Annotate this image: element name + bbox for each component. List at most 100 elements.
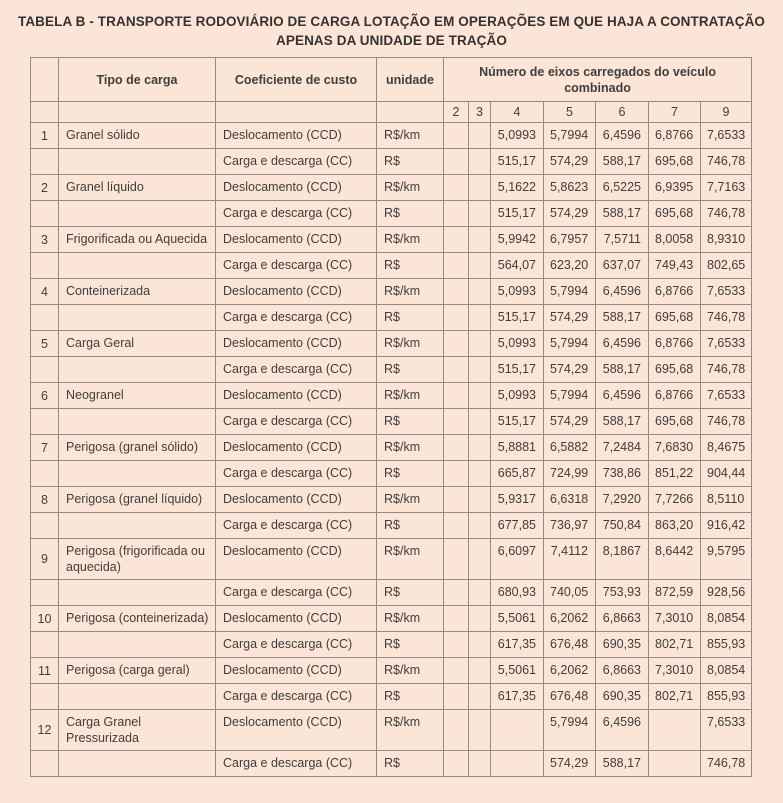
unit-cell: R$/km [376, 330, 444, 357]
cost-coefficient-cell: Deslocamento (CCD) [215, 278, 377, 305]
header-row-number-cell [30, 57, 59, 102]
value-cell: 574,29 [543, 304, 596, 331]
value-cell: 6,8766 [648, 278, 701, 305]
value-cell: 574,29 [543, 200, 596, 227]
unit-cell: R$ [376, 408, 444, 435]
cargo-type-cell: Perigosa (conteinerizada) [58, 605, 216, 632]
value-cell: 5,7994 [543, 382, 596, 409]
value-cell: 564,07 [490, 252, 544, 279]
row-number-cell: 4 [30, 278, 59, 305]
row-number-cell [30, 683, 59, 710]
table-row: Carga e descarga (CC) R$ 665,87 724,99 738,8… [30, 460, 753, 487]
value-cell: 724,99 [543, 460, 596, 487]
cost-coefficient-cell: Deslocamento (CCD) [215, 709, 377, 751]
value-cell [443, 356, 469, 383]
table-row: 8 Perigosa (granel líquido) Deslocamento (… [30, 486, 753, 513]
cargo-type-cell [58, 579, 216, 606]
value-cell: 515,17 [490, 408, 544, 435]
value-cell [443, 605, 469, 632]
value-cell: 7,5711 [595, 226, 649, 253]
axle-column-label: 6 [595, 101, 649, 123]
row-number-cell: 2 [30, 174, 59, 201]
value-cell: 7,7163 [699, 174, 753, 201]
unit-cell: R$ [376, 304, 444, 331]
value-cell: 928,56 [699, 579, 753, 606]
table-row: Carga e descarga (CC) R$ 515,17 574,29 588,1… [30, 408, 753, 435]
value-cell: 863,20 [648, 512, 701, 539]
value-cell: 855,93 [699, 631, 753, 658]
value-cell [468, 434, 491, 461]
cost-coefficient-cell: Deslocamento (CCD) [215, 122, 377, 149]
value-cell: 7,2484 [595, 434, 649, 461]
table-row: Carga e descarga (CC) R$ 515,17 574,29 588,1… [30, 356, 753, 383]
value-cell: 6,8766 [648, 382, 701, 409]
unit-cell: R$/km [376, 486, 444, 513]
value-cell: 5,9942 [490, 226, 544, 253]
cargo-type-cell: Conteinerizada [58, 278, 216, 305]
cost-coefficient-cell: Deslocamento (CCD) [215, 382, 377, 409]
table-body: 1 Granel sólido Deslocamento (CCD) R$/km 5,0… [30, 122, 753, 777]
table-row: 2 Granel líquido Deslocamento (CCD) R$/km 5,… [30, 174, 753, 201]
cost-coefficient-cell: Carga e descarga (CC) [215, 304, 377, 331]
value-cell [443, 683, 469, 710]
value-cell [468, 579, 491, 606]
value-cell: 6,8766 [648, 330, 701, 357]
unit-cell: R$/km [376, 122, 444, 149]
axle-column-label: 9 [699, 101, 753, 123]
value-cell [490, 750, 544, 777]
value-cell [468, 408, 491, 435]
value-cell: 872,59 [648, 579, 701, 606]
axle-column-label: 7 [648, 101, 701, 123]
value-cell [490, 709, 544, 751]
value-cell: 8,5110 [699, 486, 753, 513]
page-title-line2: APENAS DA UNIDADE DE TRAÇÃO [276, 33, 507, 48]
row-number-cell: 6 [30, 382, 59, 409]
table-row: 7 Perigosa (granel sólido) Deslocamento (C… [30, 434, 753, 461]
axle-header-spacer [215, 101, 377, 123]
table-row: Carga e descarga (CC) R$ 515,17 574,29 588,1… [30, 304, 753, 331]
value-cell: 740,05 [543, 579, 596, 606]
cost-coefficient-cell: Deslocamento (CCD) [215, 434, 377, 461]
value-cell: 6,6097 [490, 538, 544, 580]
value-cell [443, 226, 469, 253]
axle-header-spacer [30, 101, 59, 123]
value-cell [468, 200, 491, 227]
value-cell: 617,35 [490, 631, 544, 658]
value-cell: 746,78 [699, 408, 753, 435]
value-cell: 6,4596 [595, 122, 649, 149]
cost-coefficient-cell: Deslocamento (CCD) [215, 538, 377, 580]
value-cell [443, 750, 469, 777]
value-cell: 851,22 [648, 460, 701, 487]
value-cell [468, 631, 491, 658]
cost-coefficient-cell: Carga e descarga (CC) [215, 148, 377, 175]
table-row: Carga e descarga (CC) R$ 617,35 676,48 690,3… [30, 683, 753, 710]
cargo-type-cell [58, 304, 216, 331]
value-cell: 588,17 [595, 750, 649, 777]
axle-column-label: 2 [443, 101, 469, 123]
value-cell: 690,35 [595, 631, 649, 658]
table-row: Carga e descarga (CC) R$ 680,93 740,05 753,9… [30, 579, 753, 606]
row-number-cell [30, 631, 59, 658]
value-cell [468, 122, 491, 149]
value-cell [468, 750, 491, 777]
unit-cell: R$/km [376, 434, 444, 461]
value-cell: 515,17 [490, 356, 544, 383]
cargo-type-cell [58, 683, 216, 710]
value-cell: 746,78 [699, 304, 753, 331]
value-cell: 6,8766 [648, 122, 701, 149]
value-cell [468, 460, 491, 487]
row-number-cell [30, 304, 59, 331]
value-cell: 5,8881 [490, 434, 544, 461]
value-cell: 6,4596 [595, 278, 649, 305]
cost-coefficient-cell: Carga e descarga (CC) [215, 356, 377, 383]
table-row: 10 Perigosa (conteinerizada) Deslocamento … [30, 605, 753, 632]
value-cell: 916,42 [699, 512, 753, 539]
unit-cell: R$/km [376, 174, 444, 201]
unit-cell: R$ [376, 460, 444, 487]
cost-coefficient-cell: Carga e descarga (CC) [215, 252, 377, 279]
row-number-cell: 3 [30, 226, 59, 253]
value-cell: 8,6442 [648, 538, 701, 580]
value-cell: 5,5061 [490, 657, 544, 684]
value-cell: 574,29 [543, 356, 596, 383]
value-cell: 5,0993 [490, 122, 544, 149]
